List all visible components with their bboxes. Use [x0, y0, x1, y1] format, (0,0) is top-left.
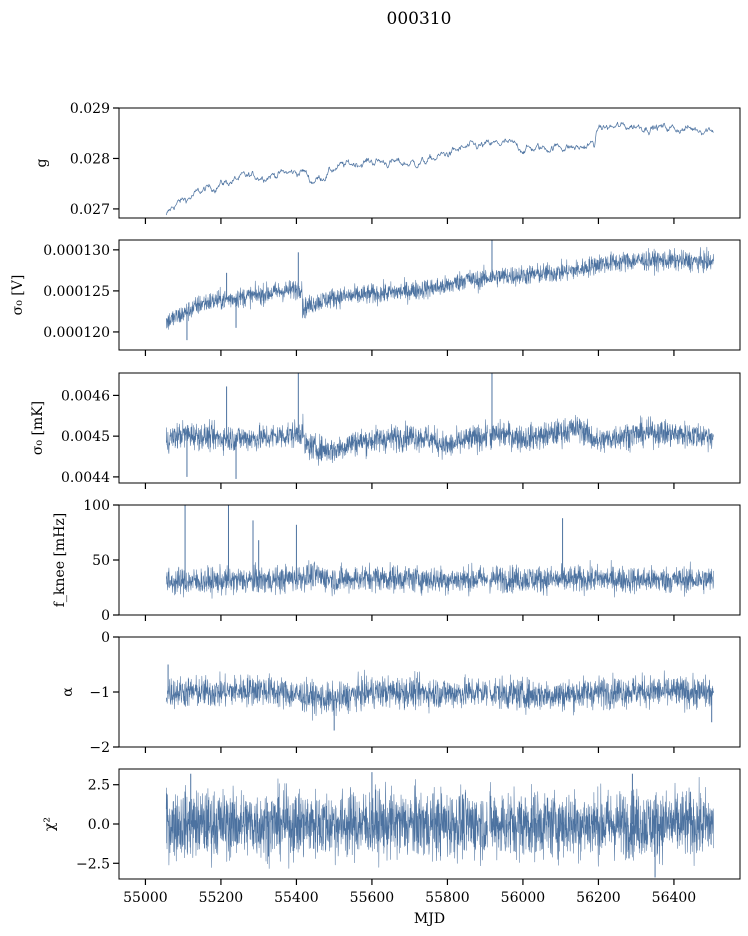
y-axis-label: α [60, 687, 76, 697]
x-tick-label-5: 56000 [501, 890, 546, 906]
series-line-segment-1 [489, 559, 714, 598]
panels: 0.027 0.028 0.029 g 0.000120 0.000125 0.000130… [10, 101, 741, 927]
y-axis-label: χ² [42, 817, 58, 831]
panel-alpha: −2 −1 0 α [60, 630, 741, 756]
y-tick-label-0: −2 [89, 740, 110, 756]
series-line-segment-0 [165, 413, 488, 466]
panel-fknee: 0 50 100 f_knee [mHz] [52, 498, 741, 624]
y-tick-label-1: −1 [89, 685, 110, 701]
y-tick-label-0: 0 [101, 608, 110, 624]
series-line-segment-0 [165, 669, 488, 721]
y-axis-label: f_knee [mHz] [52, 513, 68, 608]
y-tick-label-2: 2.5 [88, 778, 110, 794]
x-axis-label: MJD [414, 911, 445, 927]
y-tick-label-2: 100 [83, 498, 110, 514]
y-tick-label-0: 0.027 [70, 202, 110, 218]
panel-sigma0_volts: 0.000120 0.000125 0.000130 σ₀ [V] [10, 239, 741, 356]
figure-title: 000310 [387, 9, 452, 29]
y-tick-label-1: 0.028 [70, 151, 110, 167]
axes-frame [118, 107, 741, 219]
y-tick-label-0: 0.000120 [43, 325, 110, 341]
y-tick-label-2: 0 [101, 630, 110, 646]
x-tick-label-3: 55600 [350, 890, 395, 906]
series-line-segment-0 [165, 560, 488, 599]
x-tick-label-6: 56200 [576, 890, 621, 906]
y-axis-label: g [34, 158, 50, 167]
axes-frame [118, 239, 741, 351]
y-tick-label-1: 0.0 [88, 817, 110, 833]
plot-area [165, 505, 714, 599]
plot-area [165, 664, 714, 731]
y-axis-label: σ₀ [V] [10, 275, 26, 316]
x-tick-label-4: 55800 [425, 890, 470, 906]
y-tick-label-1: 50 [92, 553, 110, 569]
y-tick-label-2: 0.000130 [43, 243, 110, 259]
y-axis-label: σ₀ [mK] [30, 401, 46, 455]
series-line-segment-0 [165, 778, 488, 869]
panel-chi2: −2.5 0.0 2.5 55000 55200 55400 55600 55800 56000… [42, 768, 741, 927]
axes-frame [118, 372, 741, 484]
series-line-segment-0 [165, 246, 714, 330]
y-tick-label-2: 0.0046 [61, 388, 110, 404]
y-tick-label-1: 0.0045 [61, 429, 110, 445]
x-tick-label-1: 55200 [199, 890, 244, 906]
series-line-segment-0 [165, 121, 714, 216]
y-tick-label-1: 0.000125 [43, 284, 110, 300]
y-tick-label-2: 0.029 [70, 101, 110, 117]
y-tick-label-0: −2.5 [76, 856, 110, 872]
plot-area [165, 373, 714, 479]
plot-area [165, 772, 714, 878]
x-tick-label-0: 55000 [123, 890, 168, 906]
series-line-segment-1 [489, 777, 714, 867]
panel-gain: 0.027 0.028 0.029 g [34, 101, 741, 224]
y-tick-label-0: 0.0044 [61, 470, 110, 486]
x-tick-label-2: 55400 [274, 890, 319, 906]
plot-area [165, 121, 714, 216]
panel-sigma0_mK: 0.0044 0.0045 0.0046 σ₀ [mK] [30, 372, 741, 489]
x-tick-label-7: 56400 [652, 890, 697, 906]
plot-area [165, 240, 714, 341]
series-line-segment-1 [489, 670, 714, 716]
series-line-segment-1 [489, 414, 714, 453]
